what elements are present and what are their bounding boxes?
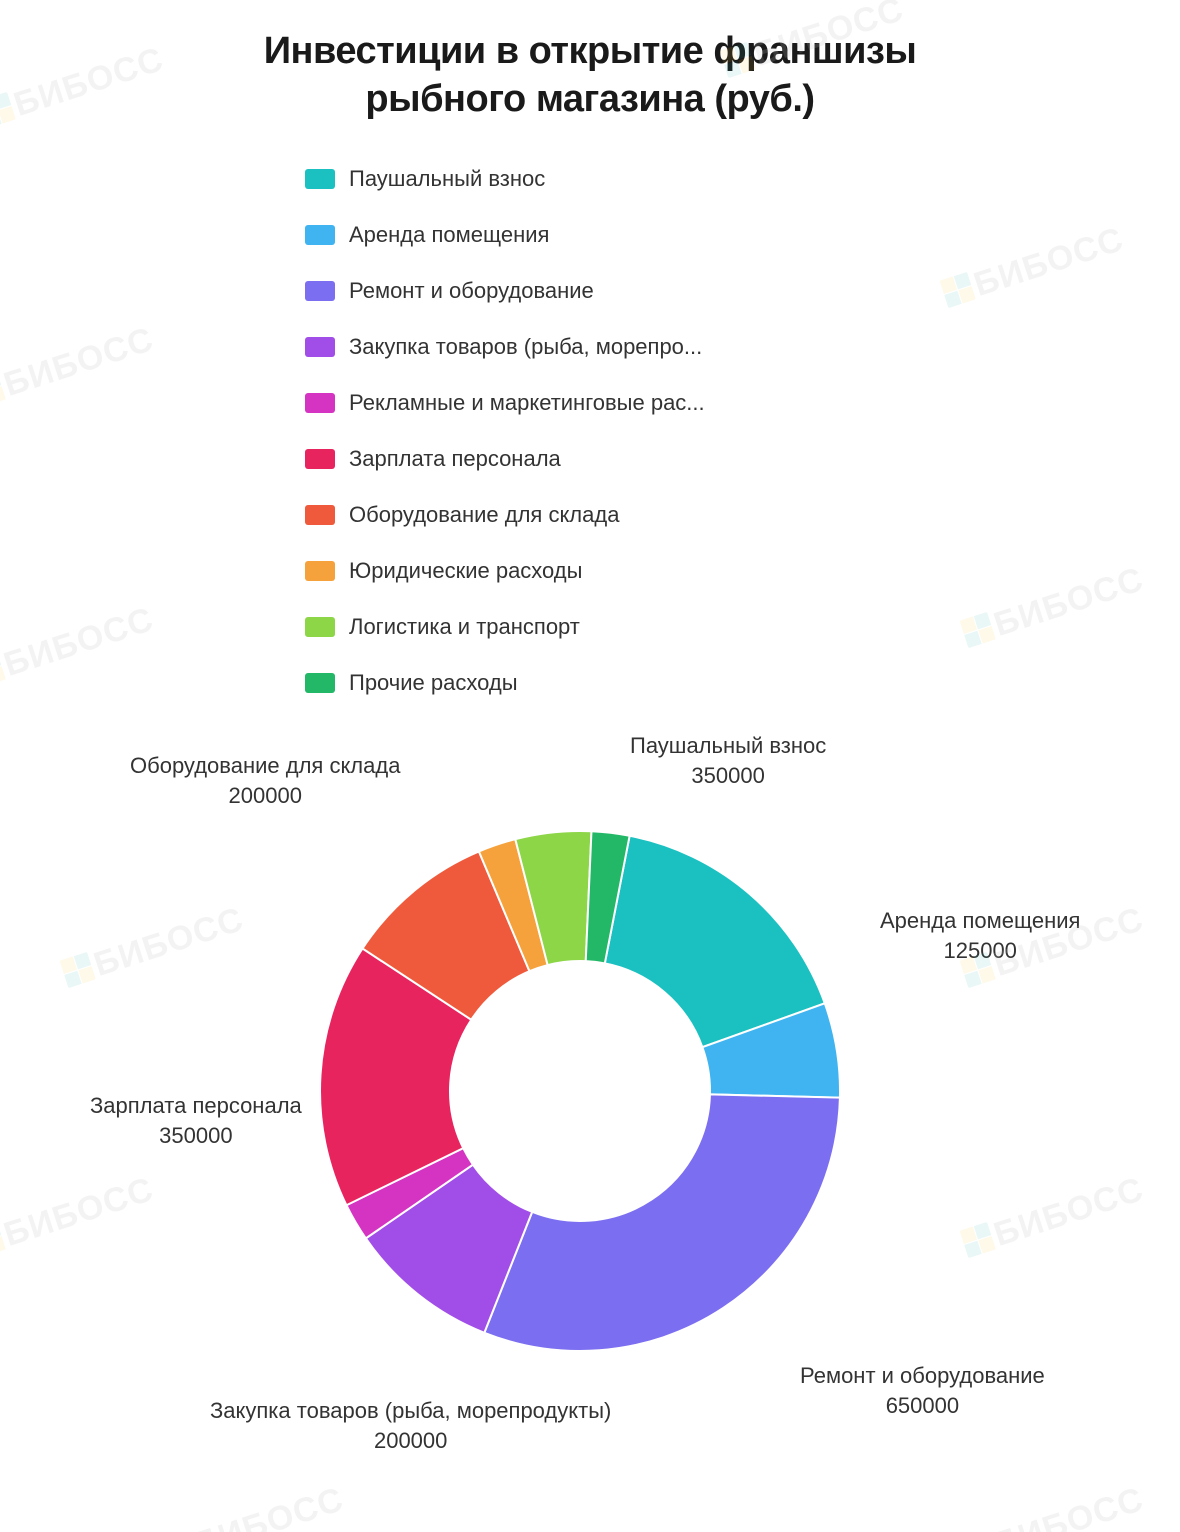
legend-item[interactable]: Аренда помещения bbox=[305, 207, 1180, 263]
donut-chart: Паушальный взнос350000Аренда помещения12… bbox=[0, 721, 1180, 1481]
slice-label-value: 200000 bbox=[210, 1426, 611, 1456]
slice-label-name: Аренда помещения bbox=[880, 906, 1080, 936]
watermark: БИБОСС bbox=[159, 1480, 349, 1532]
chart-title: Инвестиции в открытие франшизы рыбного м… bbox=[0, 28, 1180, 123]
slice-label: Оборудование для склада200000 bbox=[130, 751, 400, 810]
legend: Паушальный взнос Аренда помещения Ремонт и… bbox=[305, 151, 1180, 711]
legend-swatch bbox=[305, 449, 335, 469]
legend-item[interactable]: Юридические расходы bbox=[305, 543, 1180, 599]
chart-title-line1: Инвестиции в открытие франшизы bbox=[264, 30, 917, 72]
watermark-text: БИБОСС bbox=[0, 600, 158, 684]
legend-item[interactable]: Паушальный взнос bbox=[305, 151, 1180, 207]
slice-label-name: Ремонт и оборудование bbox=[800, 1361, 1045, 1391]
slice-label-name: Закупка товаров (рыба, морепродукты) bbox=[210, 1396, 611, 1426]
watermark: БИБОСС bbox=[0, 320, 159, 415]
donut-slice[interactable] bbox=[484, 1094, 840, 1351]
legend-label: Оборудование для склада bbox=[349, 502, 619, 528]
legend-item[interactable]: Прочие расходы bbox=[305, 655, 1180, 711]
watermark-logo-icon bbox=[0, 372, 6, 408]
legend-label: Ремонт и оборудование bbox=[349, 278, 594, 304]
watermark-text: БИБОСС bbox=[189, 1480, 348, 1532]
legend-label: Закупка товаров (рыба, морепро... bbox=[349, 334, 702, 360]
slice-label-name: Зарплата персонала bbox=[90, 1091, 302, 1121]
slice-label-value: 125000 bbox=[880, 936, 1080, 966]
legend-item[interactable]: Зарплата персонала bbox=[305, 431, 1180, 487]
slice-label-name: Паушальный взнос bbox=[630, 731, 826, 761]
legend-label: Прочие расходы bbox=[349, 670, 518, 696]
legend-item[interactable]: Оборудование для склада bbox=[305, 487, 1180, 543]
legend-label: Юридические расходы bbox=[349, 558, 582, 584]
legend-label: Паушальный взнос bbox=[349, 166, 545, 192]
legend-swatch bbox=[305, 281, 335, 301]
chart-title-line2: рыбного магазина (руб.) bbox=[365, 78, 814, 120]
legend-label: Зарплата персонала bbox=[349, 446, 561, 472]
slice-label-value: 200000 bbox=[130, 781, 400, 811]
slice-label: Ремонт и оборудование650000 bbox=[800, 1361, 1045, 1420]
watermark-text: БИБОСС bbox=[0, 320, 158, 404]
slice-label-name: Оборудование для склада bbox=[130, 751, 400, 781]
slice-label: Паушальный взнос350000 bbox=[630, 731, 826, 790]
legend-swatch bbox=[305, 505, 335, 525]
legend-item[interactable]: Закупка товаров (рыба, морепро... bbox=[305, 319, 1180, 375]
legend-item[interactable]: Логистика и транспорт bbox=[305, 599, 1180, 655]
legend-swatch bbox=[305, 617, 335, 637]
legend-item[interactable]: Ремонт и оборудование bbox=[305, 263, 1180, 319]
legend-label: Аренда помещения bbox=[349, 222, 549, 248]
watermark: БИБОСС bbox=[959, 1480, 1149, 1532]
legend-swatch bbox=[305, 393, 335, 413]
slice-label: Зарплата персонала350000 bbox=[90, 1091, 302, 1150]
slice-label-value: 350000 bbox=[630, 761, 826, 791]
slice-label-value: 650000 bbox=[800, 1391, 1045, 1421]
legend-label: Логистика и транспорт bbox=[349, 614, 580, 640]
slice-label-value: 350000 bbox=[90, 1121, 302, 1151]
legend-swatch bbox=[305, 561, 335, 581]
watermark: БИБОСС bbox=[0, 600, 159, 695]
legend-swatch bbox=[305, 225, 335, 245]
slice-label: Закупка товаров (рыба, морепродукты)2000… bbox=[210, 1396, 611, 1455]
legend-swatch bbox=[305, 337, 335, 357]
watermark-text: БИБОСС bbox=[989, 1480, 1148, 1532]
slice-label: Аренда помещения125000 bbox=[880, 906, 1080, 965]
legend-label: Рекламные и маркетинговые рас... bbox=[349, 390, 705, 416]
legend-item[interactable]: Рекламные и маркетинговые рас... bbox=[305, 375, 1180, 431]
legend-swatch bbox=[305, 169, 335, 189]
watermark-logo-icon bbox=[0, 652, 6, 688]
legend-swatch bbox=[305, 673, 335, 693]
